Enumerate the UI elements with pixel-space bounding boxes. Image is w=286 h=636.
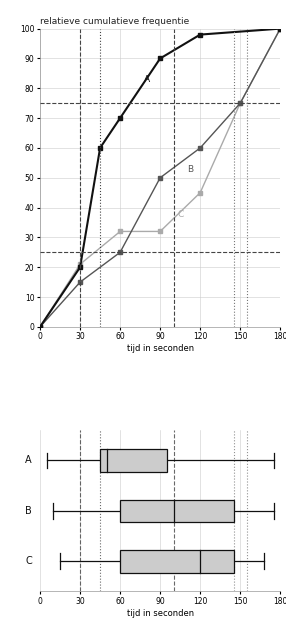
Text: A: A [25,455,32,466]
Text: B: B [187,165,193,174]
Text: B: B [25,506,32,516]
Text: relatieve cumulatieve frequentie: relatieve cumulatieve frequentie [40,17,189,27]
X-axis label: tijd in seconden: tijd in seconden [127,609,194,618]
Text: C: C [25,556,32,566]
X-axis label: tijd in seconden: tijd in seconden [127,344,194,353]
FancyBboxPatch shape [120,499,234,522]
Text: A: A [144,75,150,85]
Text: C: C [178,209,184,219]
FancyBboxPatch shape [120,550,234,572]
FancyBboxPatch shape [100,449,167,472]
